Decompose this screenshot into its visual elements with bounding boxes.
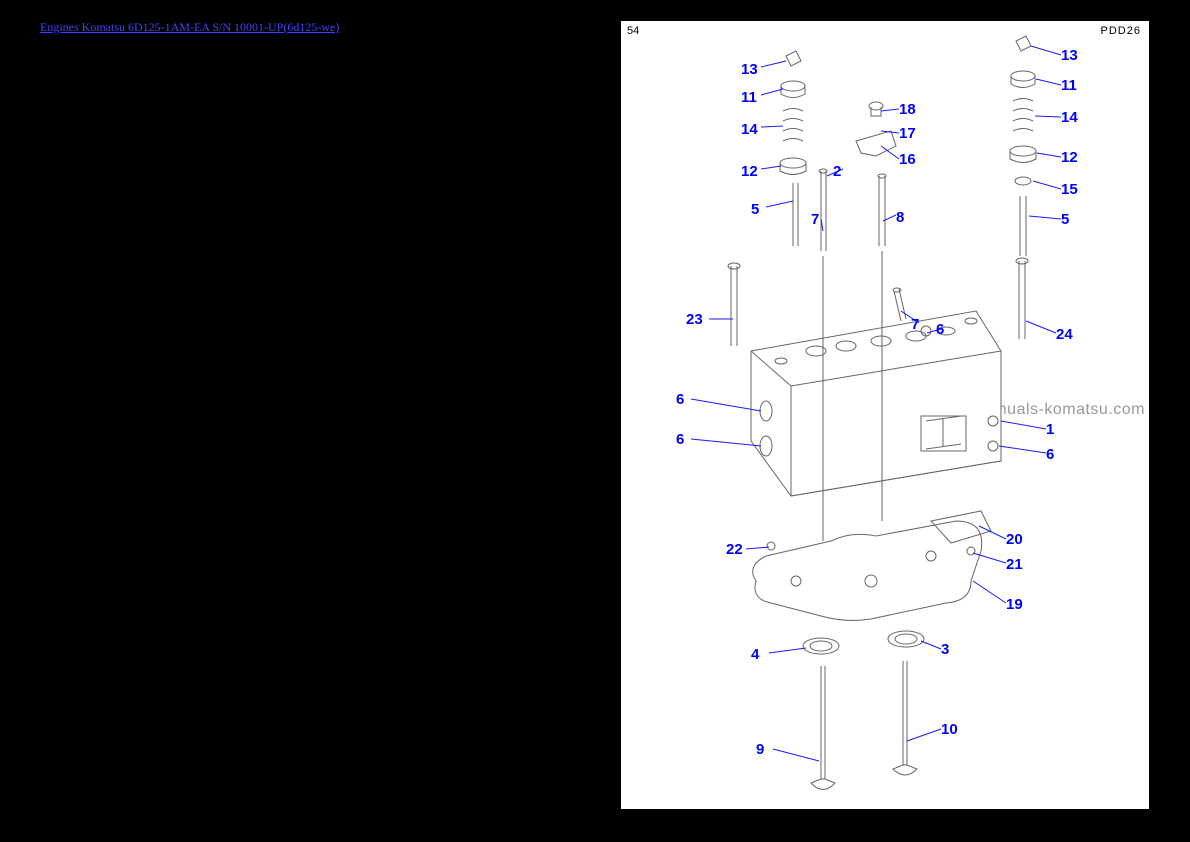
part-callout-20: 20 (1006, 531, 1023, 548)
part-callout-15: 15 (1061, 181, 1078, 198)
part-callout-6: 6 (676, 391, 684, 408)
part-callout-11: 11 (741, 89, 757, 106)
part-callout-9: 9 (756, 741, 764, 758)
part-callout-14: 14 (741, 121, 758, 138)
part-callout-8: 8 (896, 209, 904, 226)
part-callout-24: 24 (1056, 326, 1073, 343)
diagram-svg (621, 21, 1151, 811)
part-callout-1: 1 (1046, 421, 1054, 438)
part-callout-5: 5 (751, 201, 759, 218)
part-callout-6: 6 (936, 321, 944, 338)
page: Engines Komatsu 6D125-1AM-EA S/N 10001-U… (0, 0, 1190, 842)
part-callout-14: 14 (1061, 109, 1078, 126)
part-callout-13: 13 (1061, 47, 1078, 64)
part-callout-19: 19 (1006, 596, 1023, 613)
part-callout-2: 2 (833, 163, 841, 180)
part-callout-6: 6 (676, 431, 684, 448)
part-callout-17: 17 (899, 125, 916, 142)
part-callout-22: 22 (726, 541, 743, 558)
breadcrumb[interactable]: Engines Komatsu 6D125-1AM-EA S/N 10001-U… (40, 20, 580, 35)
part-callout-11: 11 (1061, 77, 1077, 94)
part-callout-3: 3 (941, 641, 949, 658)
part-callout-21: 21 (1006, 556, 1023, 573)
part-callout-12: 12 (741, 163, 758, 180)
exploded-diagram: 54 PDD26 manuals-komatsu.com (620, 20, 1150, 810)
part-callout-6: 6 (1046, 446, 1054, 463)
part-callout-12: 12 (1061, 149, 1078, 166)
part-callout-18: 18 (899, 101, 916, 118)
part-callout-7: 7 (811, 211, 819, 228)
part-callout-4: 4 (751, 646, 759, 663)
part-callout-10: 10 (941, 721, 958, 738)
breadcrumb-engines[interactable]: Engines Komatsu (40, 20, 125, 34)
part-callout-16: 16 (899, 151, 916, 168)
part-callout-13: 13 (741, 61, 758, 78)
part-callout-23: 23 (686, 311, 703, 328)
breadcrumb-model[interactable]: 6D125-1AM-EA S/N 10001-UP(6d125-we) (128, 20, 339, 34)
part-callout-5: 5 (1061, 211, 1069, 228)
part-callout-7: 7 (911, 316, 919, 333)
info-panel: Engines Komatsu 6D125-1AM-EA S/N 10001-U… (40, 20, 580, 700)
